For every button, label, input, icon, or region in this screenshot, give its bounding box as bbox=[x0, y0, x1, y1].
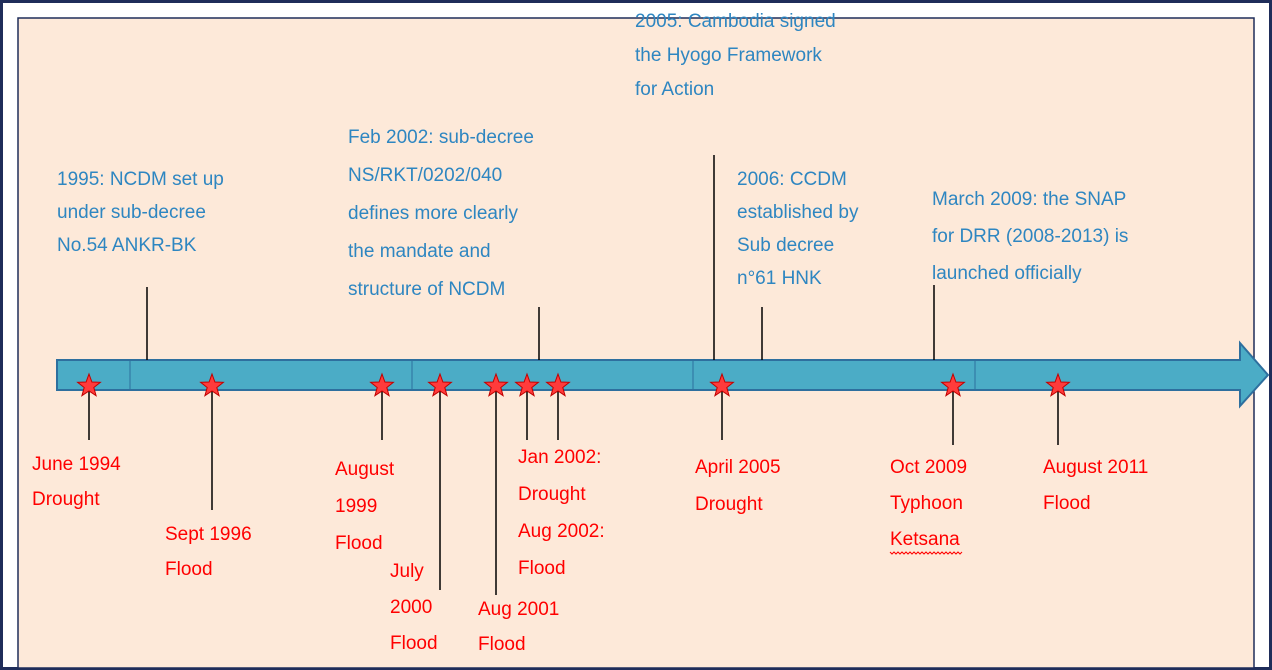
event-label: Feb 2002: sub-decree bbox=[348, 127, 534, 148]
event-star bbox=[1045, 372, 1071, 397]
event-star bbox=[514, 372, 540, 397]
event-label: Flood bbox=[335, 533, 383, 554]
arrow-body bbox=[56, 340, 1270, 409]
event-star bbox=[940, 372, 966, 397]
background bbox=[17, 17, 1255, 669]
event-label: Drought bbox=[695, 494, 763, 515]
event-label: structure of NCDM bbox=[348, 279, 505, 300]
event-label: 1999 bbox=[335, 496, 377, 517]
event-label: Flood bbox=[478, 634, 526, 655]
event-star bbox=[427, 372, 453, 397]
event-label: August bbox=[335, 459, 395, 480]
event-label: the mandate and bbox=[348, 241, 491, 262]
event-label: Oct 2009 bbox=[890, 457, 967, 478]
event-label: Drought bbox=[518, 484, 586, 505]
event-label: established by bbox=[737, 202, 859, 223]
event-label: 2006: CCDM bbox=[737, 169, 847, 190]
event-label: Flood bbox=[518, 558, 566, 579]
event-label: Drought bbox=[32, 489, 100, 510]
event-label: Flood bbox=[165, 559, 213, 580]
event-label: April 2005 bbox=[695, 457, 781, 478]
event-star bbox=[369, 372, 395, 397]
event-label: launched officially bbox=[932, 263, 1082, 284]
event-label: Typhoon bbox=[890, 493, 963, 514]
event-star bbox=[76, 372, 102, 397]
event-label: Ketsana bbox=[890, 529, 960, 550]
event-label: NS/RKT/0202/040 bbox=[348, 165, 502, 186]
event-label: No.54 ANKR-BK bbox=[57, 235, 197, 256]
event-label: 1995: NCDM set up bbox=[57, 169, 224, 190]
spell-underline bbox=[889, 551, 963, 555]
event-label: June 1994 bbox=[32, 454, 121, 475]
event-label: 2005: Cambodia signed bbox=[635, 11, 836, 32]
event-label: Aug 2001 bbox=[478, 599, 559, 620]
event-star bbox=[199, 372, 225, 397]
timeline-arrow bbox=[56, 340, 1270, 409]
event-label: Sub decree bbox=[737, 235, 834, 256]
event-label: for Action bbox=[635, 79, 714, 100]
event-label: August 2011 bbox=[1043, 457, 1148, 478]
event-star bbox=[545, 372, 571, 397]
event-label: Jan 2002: bbox=[518, 447, 601, 468]
event-label: n°61 HNK bbox=[737, 268, 822, 289]
event-label: March 2009: the SNAP bbox=[932, 189, 1126, 210]
event-label: July bbox=[390, 561, 424, 582]
event-label: defines more clearly bbox=[348, 203, 519, 224]
events: 1995: NCDM set up under sub-decree No.54 A… bbox=[32, 11, 1148, 655]
event-label: the Hyogo Framework bbox=[635, 45, 822, 66]
event-label: for DRR (2008-2013) is bbox=[932, 226, 1128, 247]
event-label: Flood bbox=[390, 633, 438, 654]
event-label: Flood bbox=[1043, 493, 1091, 514]
event-label: under sub-decree bbox=[57, 202, 206, 223]
event-star bbox=[709, 372, 735, 397]
event-label: Aug 2002: bbox=[518, 521, 605, 542]
event-label: Sept 1996 bbox=[165, 524, 252, 545]
event-star bbox=[483, 372, 509, 397]
event-label: 2000 bbox=[390, 597, 432, 618]
